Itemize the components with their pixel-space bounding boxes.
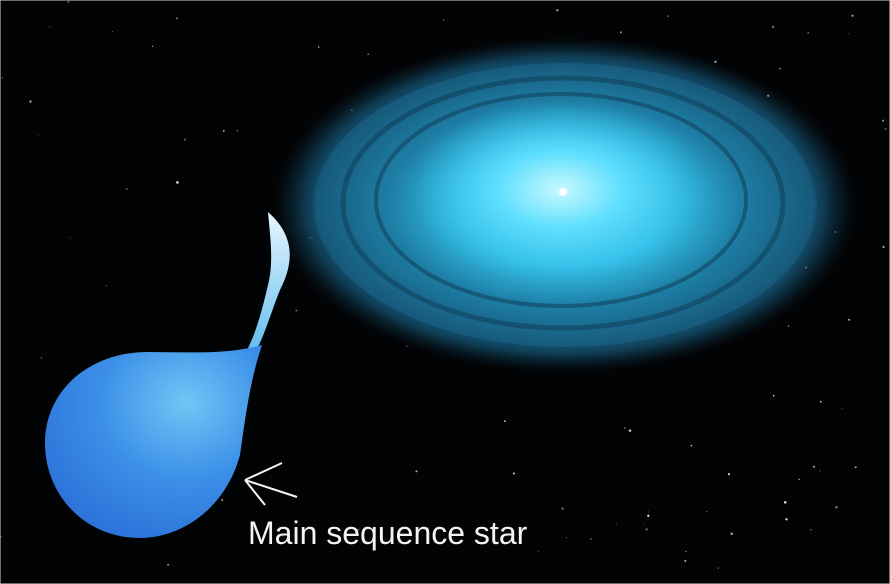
star-dot <box>512 472 515 475</box>
star-dot <box>442 19 444 21</box>
star-dot <box>71 63 73 65</box>
star-dot <box>730 532 733 536</box>
star-dot <box>0 536 2 538</box>
star-dot <box>295 309 298 312</box>
star-dot <box>819 400 822 403</box>
star-dot <box>556 9 559 12</box>
star-dot <box>684 559 687 562</box>
star-dot <box>787 325 790 327</box>
star-dot <box>813 465 815 468</box>
star-dot <box>779 67 781 70</box>
star-dot <box>623 427 626 429</box>
star-dot <box>49 26 51 28</box>
star-dot <box>785 518 788 521</box>
star-dot <box>810 528 812 531</box>
star-dot <box>851 14 854 17</box>
star-dot <box>29 100 32 103</box>
star-dot <box>317 46 320 48</box>
star-dot <box>835 505 838 509</box>
star-dot <box>798 478 800 481</box>
star-dot <box>38 135 40 137</box>
star-dot <box>841 407 843 409</box>
star-dot <box>643 523 645 525</box>
star-dot <box>648 511 650 513</box>
star-dot <box>176 181 179 184</box>
star-dot <box>236 130 238 132</box>
star-dot <box>221 498 224 502</box>
star-dot <box>69 237 71 239</box>
star-dot <box>717 567 719 569</box>
mass-stream <box>240 212 290 362</box>
star-dot <box>645 528 648 531</box>
arrow <box>244 462 298 506</box>
star-dot <box>105 285 107 287</box>
star-dot <box>357 528 360 531</box>
star-dot <box>1 76 3 79</box>
star-dot <box>628 429 632 432</box>
star-dot <box>772 394 775 397</box>
star-dot <box>706 511 708 513</box>
star-dot <box>854 466 857 469</box>
star-dot <box>222 129 225 132</box>
star-dot <box>176 17 178 20</box>
star-dot <box>415 470 418 473</box>
star-dot <box>503 420 506 423</box>
star-dot <box>772 25 775 28</box>
star-dot <box>727 473 731 476</box>
star-dot <box>807 32 809 34</box>
star-dot <box>40 357 42 359</box>
star-dot <box>685 550 687 553</box>
star-dot <box>590 538 592 540</box>
annotation: Main sequence star <box>248 515 528 551</box>
star-dot <box>783 501 787 504</box>
star-dot <box>619 31 622 34</box>
disk-swirls <box>307 57 823 353</box>
star-dot <box>848 318 851 321</box>
star-dot <box>647 514 650 517</box>
star-dot <box>67 0 70 3</box>
star-dot <box>112 31 113 32</box>
white-dwarf <box>559 188 567 196</box>
star-dot <box>183 138 187 141</box>
star-dot <box>667 15 669 17</box>
star-dot <box>615 522 617 525</box>
star-dot <box>125 188 128 190</box>
star-dot <box>561 507 564 510</box>
star-dot <box>882 119 885 122</box>
star-dot <box>167 563 170 566</box>
star-dot <box>690 444 693 447</box>
star-dot <box>848 33 850 35</box>
star-dot <box>537 550 539 552</box>
star-dot <box>151 45 154 48</box>
star-dot <box>367 53 369 55</box>
star-dot <box>882 245 885 249</box>
star-dot <box>819 470 821 472</box>
star-dot <box>566 537 568 539</box>
star-dot <box>884 128 887 130</box>
main-sequence-star <box>45 345 262 538</box>
